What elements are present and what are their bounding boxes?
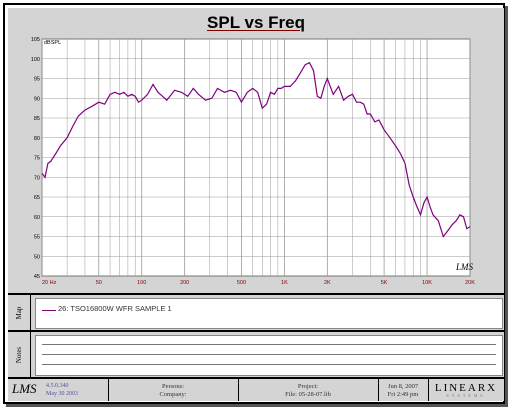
version-number: 4.5.0.340 xyxy=(46,383,69,389)
linearx-logo: LINEARX xyxy=(434,382,498,394)
note-line xyxy=(42,344,496,345)
notes-side-label: Notes xyxy=(8,332,31,377)
chart-panel: SPL vs Freq 45 50 55 60 65 70 75 80 85 90 95 100 105… xyxy=(8,8,504,295)
y-tick-label: 70 xyxy=(34,175,40,181)
y-tick-label: 65 xyxy=(34,195,40,201)
y-tick-label: 55 xyxy=(34,235,40,241)
lms-logo: LMS xyxy=(12,381,37,396)
horizontal-gridlines xyxy=(42,38,470,277)
x-tick-label: 2K xyxy=(324,280,331,286)
footer-logo-cell: LMS 4.5.0.340 May 30 2003 xyxy=(8,379,109,401)
legend-box: 26: TSO16800W WFR SAMPLE 1 xyxy=(35,298,503,329)
lms-watermark: LMS xyxy=(455,262,474,272)
map-side-label: Map xyxy=(8,295,31,330)
y-tick-label: 95 xyxy=(34,77,40,83)
x-tick-label: 1K xyxy=(281,280,288,286)
persons-label: Persons: xyxy=(161,383,185,390)
y-tick-label: 50 xyxy=(34,254,40,260)
note-line xyxy=(42,364,496,365)
y-tick-label: 80 xyxy=(34,136,40,142)
footer-persons-cell: Persons: Company: xyxy=(108,379,239,401)
chart-title: SPL vs Freq xyxy=(207,13,305,32)
y-axis-unit-label: dBSPL xyxy=(44,40,61,46)
date-text: Jun 8, 2007 xyxy=(387,383,419,390)
footer-brand-cell: LINEARX SYSTEMS xyxy=(428,379,504,401)
x-tick-label: 50 xyxy=(96,280,102,286)
notes-section: Notes xyxy=(8,332,504,379)
x-tick-label: 200 xyxy=(180,280,189,286)
footer-project-cell: Project: File: 05-28-07.lib xyxy=(238,379,379,401)
map-label: Map xyxy=(15,306,23,319)
y-tick-label: 105 xyxy=(31,37,40,43)
x-tick-label: 5K xyxy=(381,280,388,286)
footer-date-cell: Jun 8, 2007 Fri 2:49 pm xyxy=(378,379,429,401)
x-tick-label: 100 xyxy=(137,280,146,286)
y-tick-labels: 45 50 55 60 65 70 75 80 85 90 95 100 105 xyxy=(31,37,40,280)
y-tick-label: 90 xyxy=(34,96,40,102)
company-label: Company: xyxy=(159,391,187,398)
note-line xyxy=(42,354,496,355)
project-label: Project: xyxy=(297,383,319,390)
file-label: File: 05-28-07.lib xyxy=(285,391,331,398)
x-tick-label: 20 Hz xyxy=(42,280,57,286)
y-tick-label: 100 xyxy=(31,57,40,63)
notes-label: Notes xyxy=(15,346,23,363)
x-tick-label: 20K xyxy=(465,280,475,286)
time-text: Fri 2:49 pm xyxy=(387,391,419,398)
version-date: May 30 2003 xyxy=(46,391,78,397)
x-tick-label: 500 xyxy=(237,280,246,286)
spl-curve xyxy=(41,61,471,238)
y-tick-label: 45 xyxy=(34,274,40,280)
map-section: Map 26: TSO16800W WFR SAMPLE 1 xyxy=(8,295,504,332)
y-tick-label: 85 xyxy=(34,116,40,122)
y-tick-label: 60 xyxy=(34,215,40,221)
x-tick-label: 10K xyxy=(422,280,432,286)
version-info: 4.5.0.340 May 30 2003 xyxy=(46,382,78,398)
legend-entry[interactable]: 26: TSO16800W WFR SAMPLE 1 xyxy=(58,304,172,313)
y-tick-label: 75 xyxy=(34,156,40,162)
linearx-subtitle: SYSTEMS xyxy=(446,393,486,398)
legend-swatch xyxy=(42,310,56,311)
footer-bar: LMS 4.5.0.340 May 30 2003 Persons: Compa… xyxy=(8,379,504,401)
x-tick-labels: 20 Hz 50 100 200 500 1K 2K 5K 10K 20K xyxy=(42,280,475,286)
notes-box[interactable] xyxy=(35,335,503,376)
